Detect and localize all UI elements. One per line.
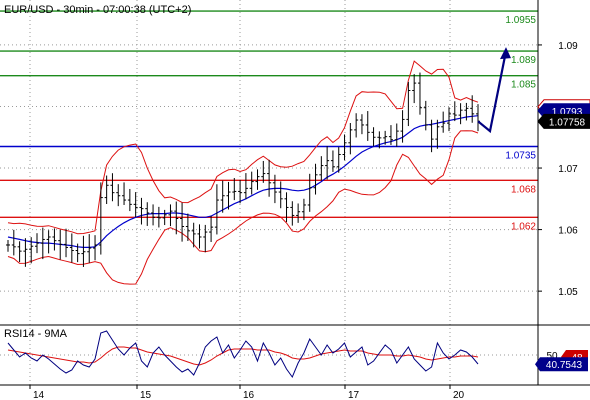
y-tick-label: 1.07 [558,164,578,175]
upper-band [7,60,479,235]
rsi-tag-label: 40.7543 [546,360,583,371]
price-tag-label: 1.07758 [549,117,586,128]
chart-frame [0,0,590,386]
chart-title: EUR/USD - 30min - 07:00:38 (UTC+2) [4,4,191,16]
y-tick-label: 1.05 [558,287,578,298]
price-tag: 1.07758 [537,113,590,129]
price-tag-label: 1.0793 [552,107,583,118]
x-tick-label: 14 [33,390,45,400]
lower-band [7,130,479,285]
level-label: 1.089 [511,55,536,66]
candles [6,72,480,267]
rsi-panel [7,330,479,379]
x-axis-labels: 14 15 16 17 20 [29,385,465,400]
x-tick-label: 16 [243,390,255,400]
rsi-line [7,330,479,379]
forecast-arrowhead [500,47,511,60]
x-tick-label: 20 [453,390,465,400]
rsi-y-tick-label: 50 [546,351,558,362]
x-tick-label: 17 [348,390,360,400]
rsi-panel-title: RSI14 - 9MA [4,328,68,340]
rsi-ma-line [7,346,479,366]
rsi-tag: 40.7543 [535,357,588,372]
bollinger-bands [7,60,479,285]
level-label: 1.0955 [505,15,536,26]
level-label: 1.068 [511,184,536,195]
moving-average-line [7,115,479,248]
price-tag-box [537,113,590,129]
forecast-arrow [477,47,511,134]
level-label: 1.0735 [505,150,536,161]
rsi-tag-box [535,357,588,372]
ma-line [7,115,479,248]
y-tick-label: 1.09 [558,41,578,52]
forecast-line [477,50,508,134]
grid-lines [0,0,538,385]
level-label: 1.062 [511,221,536,232]
level-label: 1.085 [511,80,536,91]
y-tick-label: 1.06 [558,226,578,237]
x-tick-label: 15 [140,390,152,400]
